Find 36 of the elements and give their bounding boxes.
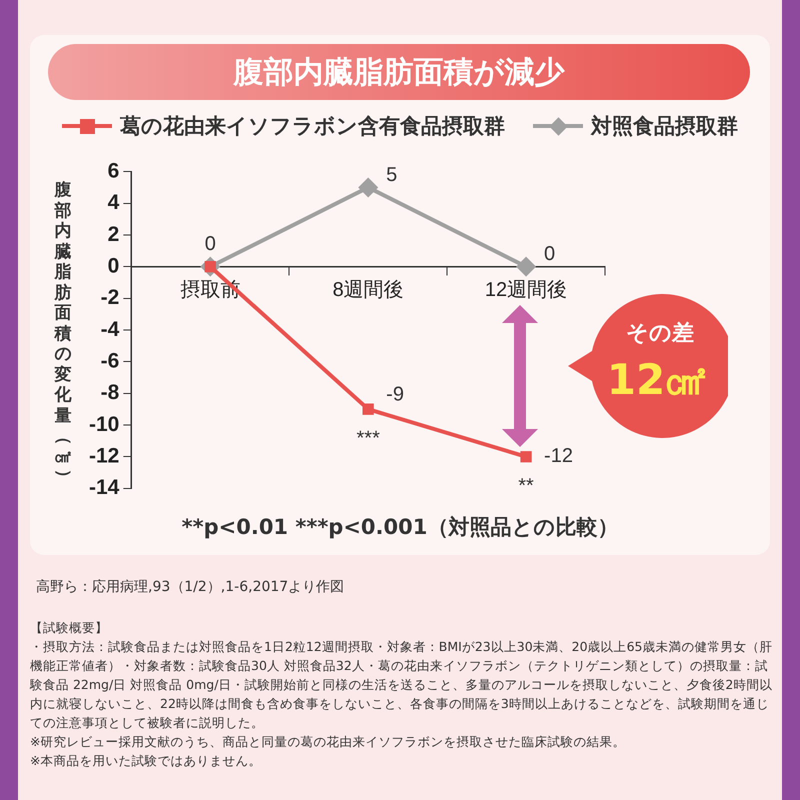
x-tick-label: 8週間後	[332, 279, 404, 302]
y-tick-label: 4	[108, 191, 120, 214]
point	[358, 177, 378, 198]
y-tick-label: -10	[88, 412, 120, 436]
text: 高野ら：応用病理,93（1/2）,1-6,2017より作図	[36, 578, 344, 596]
data-label: 0	[544, 243, 556, 266]
text: ・摂取方法：試験食品または対照食品を1日2粒12週間摂取・対象者：BMIが23以上30未満、20歳以上65歳未満の健常男女（肝機能正常値者）・対象者数：試験食品30人 対照食品32人・葛の花由来イソフラボン（テクトリゲニン類として）の摂取量：試験食品 22mg/日 対照食品 0mg/日・試験開始前と同様の生活を送ること、多量のアルコールを摂取しないこと、夕食後2時間以内に就寝しないこと、22時以降は間食も含め食事をしないこと、各食事の間隔を3時間以上あけることなどを、試験期間を通じての注意事項として被験者に説明した。	[30, 638, 774, 732]
y-tick-label: 6	[108, 159, 120, 182]
legend-label: 対照食品摂取群	[591, 113, 738, 140]
text: その差	[625, 320, 695, 348]
text: 12㎠	[606, 354, 708, 406]
y-tick-label: -4	[100, 318, 120, 341]
y-tick-label: 0	[108, 254, 120, 278]
data-label: -12	[544, 445, 573, 468]
text: ※本商品を用いた試験ではありません。	[30, 752, 262, 770]
x-tick-label: 12週間後	[484, 279, 568, 302]
text: 腹部内臓脂肪面積の変化量（㎠）	[53, 180, 74, 486]
annotation: ***	[356, 428, 380, 450]
point	[362, 404, 374, 415]
data-label: 5	[386, 164, 398, 186]
data-label: -9	[386, 384, 404, 406]
y-tick-label: -14	[88, 476, 120, 500]
chart-title: 腹部内臓脂肪面積が減少	[48, 44, 750, 100]
text: 【試験概要】	[30, 619, 109, 637]
y-tick-label: -8	[100, 381, 120, 404]
text: ※研究レビュー採用文献のうち、商品と同量の葛の花由来イソフラボンを摂取させた臨床試験の結果。	[30, 733, 626, 751]
point	[520, 451, 532, 462]
data-label: 0	[204, 233, 216, 256]
y-tick-label: -6	[100, 349, 120, 372]
text: **p<0.01 ***p<0.001（対照品との比較）	[180, 514, 620, 541]
y-tick-label: 2	[108, 222, 120, 246]
legend-label: 葛の花由来イソフラボン含有食品摂取群	[120, 113, 505, 140]
y-tick-label: -12	[88, 444, 120, 468]
y-tick-label: -2	[100, 286, 120, 310]
annotation: **	[518, 475, 534, 498]
point	[516, 256, 536, 277]
